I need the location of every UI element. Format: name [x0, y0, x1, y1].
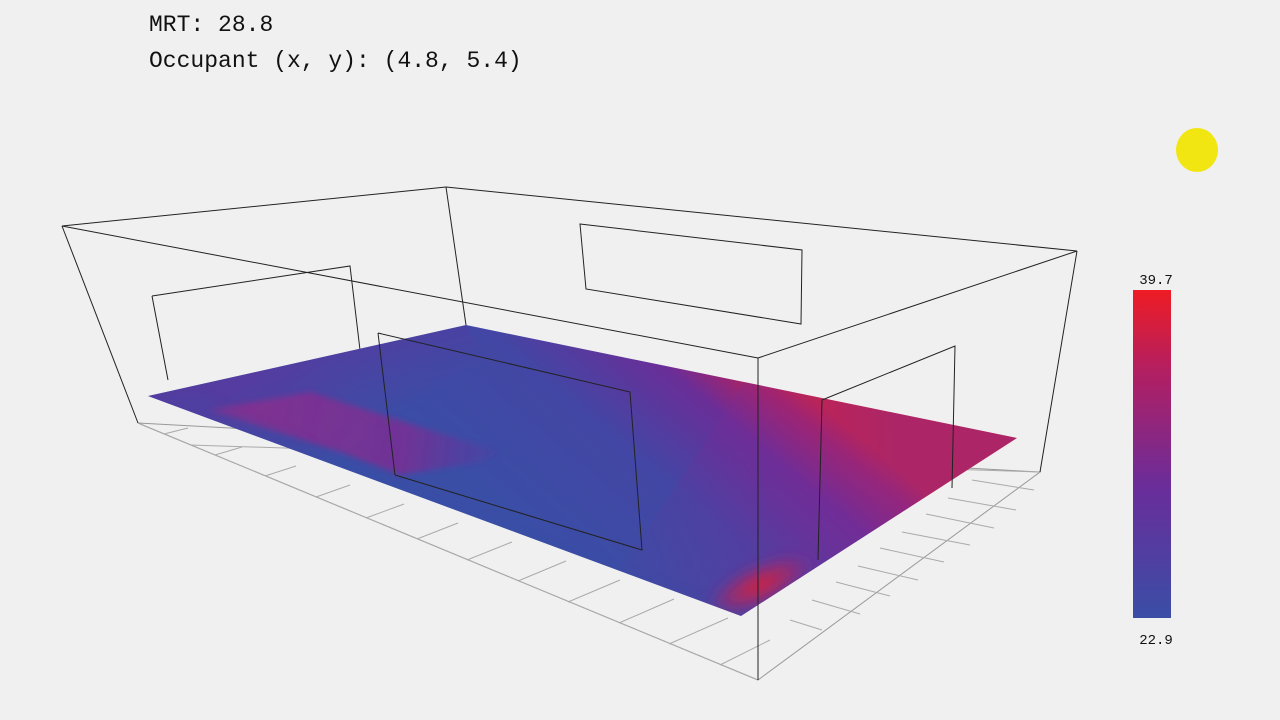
- legend-max-label: 39.7: [1139, 273, 1173, 289]
- color-legend: 39.7 22.9: [1133, 273, 1173, 649]
- color-scale-bar: [1133, 290, 1171, 618]
- right-window: [821, 345, 956, 489]
- mrt-value: 28.8: [218, 12, 274, 38]
- front-window: [377, 332, 643, 551]
- left-window: [151, 265, 361, 351]
- floor-heatmap: [148, 325, 1017, 616]
- room-wireframe-front: [61, 225, 1078, 680]
- occupant-y-value: 5.4: [466, 48, 508, 74]
- occupant-label: Occupant (x, y):: [149, 48, 370, 74]
- legend-min-label: 22.9: [1139, 633, 1173, 649]
- sun-icon: [1176, 128, 1218, 172]
- back-window: [579, 223, 803, 325]
- occupant-readout: Occupant (x, y): (4.8, 5.4): [149, 48, 522, 74]
- mrt-label: MRT:: [149, 12, 205, 38]
- mrt-readout: MRT: 28.8: [149, 14, 273, 37]
- room-wireframe-back: [61, 186, 1078, 473]
- occupant-x-value: 4.8: [397, 48, 439, 74]
